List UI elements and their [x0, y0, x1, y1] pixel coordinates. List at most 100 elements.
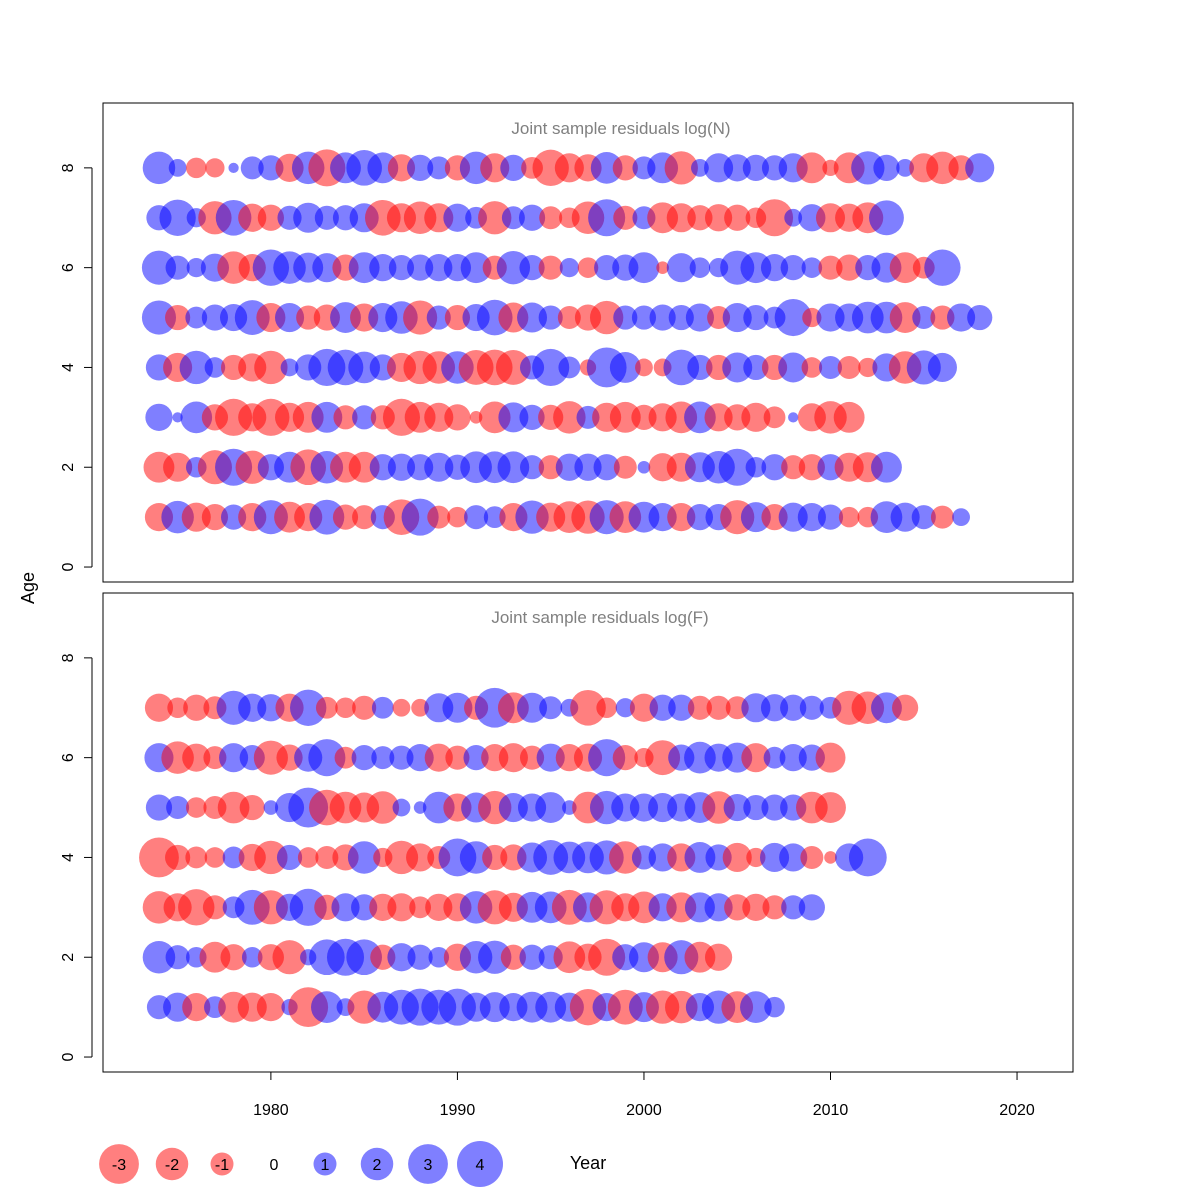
y-tick-label: 6 [60, 753, 77, 762]
bubble-age3-2007 [763, 406, 786, 429]
bubble-age1-1991 [464, 505, 489, 530]
bubble-age4-1977 [204, 357, 226, 378]
bubble-age4-2009 [801, 357, 823, 378]
bubble-age8-1999 [612, 155, 638, 181]
bubble-age6-2016 [924, 249, 961, 286]
bubble-age1-2014 [890, 502, 920, 532]
bubble-age3-1976 [180, 401, 213, 434]
bubble-age2-1993 [497, 451, 530, 484]
legend-label: 3 [424, 1157, 433, 1174]
bubble-age6-1987 [388, 255, 415, 281]
x-tick-label: 2020 [999, 1102, 1035, 1119]
bubble-age3-1977 [202, 895, 227, 920]
bubble-age6-2011 [836, 254, 863, 281]
legend-label: -2 [165, 1157, 179, 1174]
bubble-age4-2016 [927, 352, 957, 383]
x-axis-label: Year [570, 1153, 606, 1173]
bubble-age2-1977 [199, 941, 231, 973]
bubble-age3-2008 [781, 895, 806, 920]
bubble-age7-2002 [668, 694, 695, 721]
bubble-age2-1998 [588, 938, 626, 976]
legend-bubble [155, 1147, 189, 1181]
legend-bubble [408, 1144, 448, 1184]
panel-logn-bubbles [141, 149, 995, 536]
bubble-age3-1984 [331, 893, 360, 922]
bubble-age1-1990 [447, 506, 468, 528]
bubble-age4-1981 [276, 844, 303, 871]
bubble-age4-1999 [609, 352, 641, 383]
bubble-age8-1993 [500, 154, 527, 181]
bubble-age1-2010 [817, 504, 844, 530]
bubble-age1-2011 [838, 506, 860, 528]
legend-label: 2 [373, 1157, 382, 1174]
panel-logn-y-axis: 0 2 4 6 8 [60, 163, 93, 571]
bubble-age5-1978 [217, 791, 250, 824]
bubble-age6-2014 [889, 252, 921, 284]
panel-logn-title: Joint sample residuals log(N) [511, 119, 730, 138]
bubble-age3-1982 [289, 888, 327, 926]
bubble-age5-1986 [366, 791, 400, 824]
bubble-age8-1978 [228, 162, 239, 173]
bubble-age4-2009 [800, 845, 824, 869]
bubble-age8-1975 [168, 158, 187, 177]
bubble-age8-1987 [387, 154, 416, 182]
bubble-age2-2004 [704, 943, 733, 971]
bubble-age2-1978 [220, 944, 247, 971]
bubble-age7-1999 [613, 205, 638, 230]
panel-logf: Joint sample residuals log(F) 0 2 4 6 8 [60, 592, 1074, 1073]
bubble-age4-1991 [459, 841, 493, 874]
bubble-age2-1985 [348, 451, 380, 483]
bubble-age7-1982 [293, 202, 324, 233]
bubble-age5-1987 [392, 798, 411, 817]
bubble-age8-1976 [185, 157, 207, 179]
bubble-age3-1985 [351, 894, 378, 921]
bubble-age6-1984 [334, 746, 357, 769]
bubble-age5-1982 [296, 305, 321, 330]
bubble-age7-2005 [724, 204, 751, 231]
bubble-age4-1980 [254, 350, 288, 385]
bubble-age7-1982 [290, 689, 327, 726]
bubble-age5-2015 [912, 306, 936, 330]
bubble-age5-2007 [761, 794, 788, 821]
bubble-age5-1975 [165, 304, 191, 331]
bubble-age1-1985 [352, 505, 377, 530]
legend-label: 4 [476, 1157, 485, 1174]
bubble-age6-1998 [588, 739, 626, 777]
bubble-age6-2008 [779, 744, 807, 772]
bubble-age5-1990 [444, 304, 471, 331]
bubble-age2-2006 [745, 456, 767, 478]
bubble-age2-1995 [538, 455, 563, 480]
bubble-age5-2000 [631, 305, 657, 330]
bubble-age2-2000 [637, 460, 651, 474]
y-tick-label: 2 [60, 953, 77, 962]
bubble-age6-2003 [689, 257, 711, 278]
bubble-age3-2009 [798, 894, 825, 921]
bubble-age4-1999 [609, 841, 642, 874]
bubble-age3-2006 [742, 893, 770, 921]
bubble-age6-2001 [645, 740, 681, 776]
bubble-age6-2007 [763, 746, 786, 769]
bubble-age6-2000 [628, 252, 660, 284]
bubble-age7-2007 [760, 694, 789, 722]
legend-bubble [360, 1147, 394, 1181]
bubble-age5-2008 [774, 299, 812, 337]
bubble-age5-1981 [274, 303, 305, 333]
bubble-age4-2003 [687, 354, 713, 381]
bubble-age1-2006 [740, 502, 771, 533]
bubble-age3-1976 [178, 889, 215, 926]
bubble-age7-1990 [443, 203, 472, 232]
bubble-age1-1984 [332, 504, 359, 530]
bubble-age6-1983 [312, 253, 342, 283]
bubble-age4-2012 [848, 838, 887, 877]
x-tick-label: 1990 [440, 1102, 476, 1119]
bubble-age5-2006 [743, 794, 769, 821]
bubble-age3-1983 [311, 401, 343, 433]
bubble-age6-1993 [498, 743, 528, 773]
bubble-age3-2011 [833, 401, 865, 433]
bubble-age5-2005 [723, 793, 751, 822]
bubble-age2-1997 [574, 453, 602, 481]
x-tick-label: 2010 [813, 1102, 849, 1119]
bubble-age7-2002 [666, 203, 696, 233]
bubble-age3-1996 [553, 401, 586, 434]
